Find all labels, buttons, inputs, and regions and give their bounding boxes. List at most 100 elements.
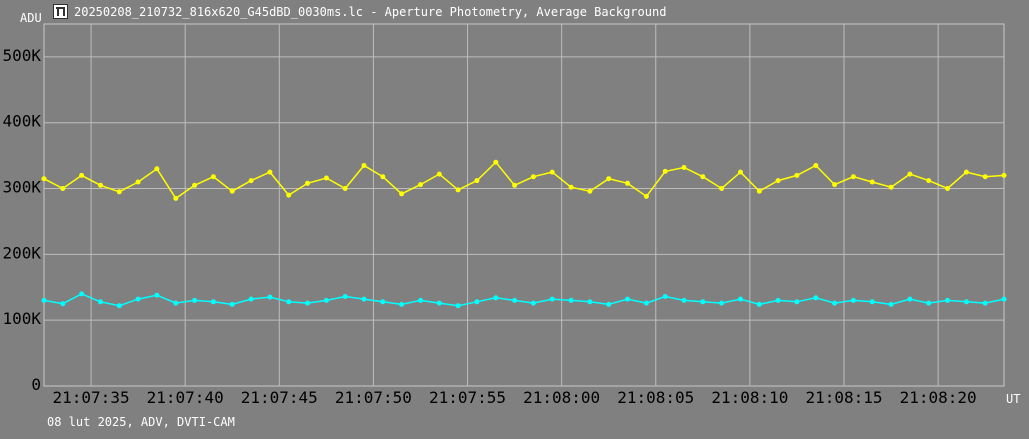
x-tick-label: 21:07:55	[429, 388, 506, 407]
y-tick-label: 100K	[2, 309, 41, 328]
data-point	[229, 188, 235, 194]
data-point	[154, 166, 160, 172]
data-point	[361, 296, 367, 302]
data-point	[323, 297, 329, 303]
data-point	[700, 299, 706, 305]
footer-info: 08 lut 2025, ADV, DVTI-CAM	[47, 415, 235, 429]
data-point	[832, 300, 838, 306]
data-point	[625, 180, 630, 186]
y-tick-label: 200K	[2, 243, 41, 262]
data-point	[945, 297, 950, 303]
data-point	[813, 295, 819, 301]
data-point	[286, 192, 292, 198]
data-point	[248, 178, 254, 184]
data-point	[794, 299, 800, 305]
data-point	[587, 299, 593, 305]
data-point	[512, 182, 518, 188]
data-point	[549, 169, 555, 175]
x-tick-label: 21:07:40	[147, 388, 224, 407]
data-point	[305, 180, 310, 186]
data-point	[323, 175, 329, 181]
app-logo-icon[interactable]	[53, 4, 68, 19]
data-point	[493, 159, 499, 165]
data-point	[907, 296, 913, 302]
data-point	[116, 303, 122, 309]
data-point	[963, 169, 969, 175]
data-point	[907, 171, 913, 177]
data-point	[945, 186, 950, 191]
data-point	[681, 297, 687, 303]
data-point	[154, 292, 160, 298]
data-point	[850, 297, 856, 303]
data-point	[568, 184, 574, 190]
data-point	[888, 301, 894, 307]
window-title: 20250208_210732_816x620_G45dBD_0030ms.lc…	[74, 5, 667, 19]
data-point	[926, 178, 932, 184]
data-point	[662, 294, 668, 299]
data-point	[229, 301, 235, 307]
data-point	[681, 165, 687, 170]
data-point	[135, 296, 141, 302]
data-point	[418, 297, 423, 303]
data-point	[342, 294, 348, 299]
x-tick-label: 21:08:15	[805, 388, 882, 407]
x-axis-label: UT	[1006, 392, 1021, 406]
data-point	[587, 188, 593, 194]
data-point	[738, 296, 743, 302]
data-point	[1001, 172, 1007, 178]
data-point	[756, 188, 762, 194]
data-point	[1001, 296, 1007, 302]
data-point	[455, 187, 461, 193]
data-point	[380, 174, 386, 180]
data-point	[116, 189, 122, 195]
data-point	[436, 300, 442, 306]
data-point	[775, 297, 781, 303]
data-point	[512, 297, 518, 303]
data-point	[549, 296, 555, 302]
data-point	[963, 299, 969, 305]
plot-frame	[43, 23, 1005, 387]
data-point	[719, 300, 725, 306]
data-point	[530, 174, 536, 180]
data-point	[606, 301, 612, 307]
data-point	[606, 176, 612, 182]
data-point	[625, 296, 630, 302]
data-point	[248, 296, 254, 302]
data-point	[738, 169, 743, 175]
data-point	[98, 182, 103, 188]
series-line	[43, 161, 1005, 200]
data-point	[756, 301, 762, 307]
y-axis-label: ADU	[20, 11, 42, 25]
data-point	[399, 191, 405, 197]
data-point	[568, 297, 574, 303]
data-point	[267, 294, 273, 300]
series-layer	[41, 159, 1007, 309]
data-point	[832, 182, 838, 188]
data-point	[135, 179, 141, 185]
data-point	[662, 168, 668, 174]
data-point	[399, 301, 405, 307]
data-point	[643, 300, 649, 306]
x-tick-label: 21:08:00	[523, 388, 600, 407]
data-point	[361, 163, 367, 168]
data-point	[530, 300, 536, 306]
data-point	[41, 297, 47, 303]
data-point	[436, 171, 442, 177]
data-point	[79, 291, 85, 297]
x-tick-label: 21:07:35	[53, 388, 130, 407]
y-tick-label: 300K	[2, 178, 41, 197]
x-tick-label: 21:08:10	[711, 388, 788, 407]
data-point	[173, 300, 179, 306]
data-point	[455, 303, 461, 309]
data-point	[474, 299, 480, 305]
y-tick-label: 400K	[2, 112, 41, 131]
x-tick-label: 21:08:05	[617, 388, 694, 407]
data-point	[982, 174, 988, 180]
data-point	[813, 163, 819, 168]
data-point	[286, 299, 292, 305]
data-point	[982, 300, 988, 306]
data-point	[850, 174, 856, 180]
data-point	[474, 178, 480, 184]
data-point	[210, 174, 216, 180]
